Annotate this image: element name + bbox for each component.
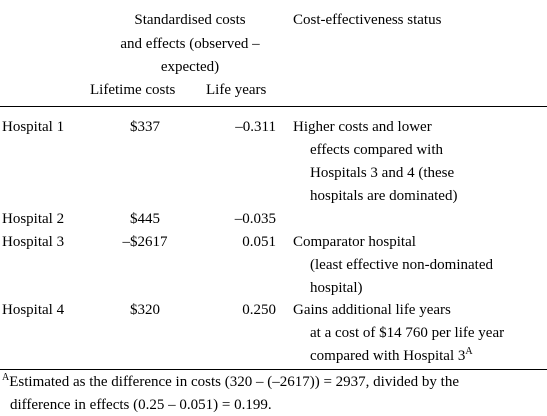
status-hospital-3-line3: hospital) bbox=[310, 280, 363, 296]
header-status: Cost-effectiveness status bbox=[293, 12, 442, 28]
header-lifetime-costs: Lifetime costs bbox=[90, 82, 176, 98]
row-label-hospital-1: Hospital 1 bbox=[2, 119, 65, 135]
status-hospital-4-line3-text: compared with Hospital 3 bbox=[310, 348, 466, 364]
status-hospital-1-line2: effects compared with bbox=[310, 142, 444, 158]
life-hospital-3: 0.051 bbox=[242, 234, 276, 250]
cost-hospital-1: $337 bbox=[130, 119, 160, 135]
footer-rule bbox=[0, 369, 547, 370]
cost-hospital-2: $445 bbox=[130, 211, 160, 227]
footnote-marker: A bbox=[2, 372, 10, 383]
life-hospital-2: –0.035 bbox=[234, 211, 276, 227]
row-label-hospital-3: Hospital 3 bbox=[2, 234, 65, 250]
footnote-line2: difference in effects (0.25 – 0.051) = 0… bbox=[10, 397, 272, 413]
cost-hospital-4: $320 bbox=[130, 302, 160, 318]
status-hospital-4-line1: Gains additional life years bbox=[293, 302, 451, 318]
header-rule bbox=[0, 106, 547, 107]
header-group-line2: and effects (observed – bbox=[120, 36, 260, 52]
footnote-ref-marker: A bbox=[465, 346, 473, 357]
footnote-line1-text: Estimated as the difference in costs (32… bbox=[9, 374, 459, 390]
status-hospital-1-line3: Hospitals 3 and 4 (these bbox=[310, 165, 455, 181]
header-life-years: Life years bbox=[206, 82, 267, 98]
footnote-line1: AEstimated as the difference in costs (3… bbox=[2, 373, 459, 391]
header-group-line3: expected) bbox=[160, 59, 220, 75]
status-hospital-1-line4: hospitals are dominated) bbox=[310, 188, 458, 204]
life-hospital-1: –0.311 bbox=[235, 119, 276, 135]
header-group-line1: Standardised costs bbox=[134, 12, 246, 28]
row-label-hospital-2: Hospital 2 bbox=[2, 211, 65, 227]
status-hospital-3-line2: (least effective non-dominated bbox=[310, 257, 493, 273]
cost-hospital-3: –$2617 bbox=[122, 234, 168, 250]
status-hospital-1-line1: Higher costs and lower bbox=[293, 119, 432, 135]
status-hospital-4-line2: at a cost of $14 760 per life year bbox=[310, 325, 505, 341]
row-label-hospital-4: Hospital 4 bbox=[2, 302, 65, 318]
life-hospital-4: 0.250 bbox=[242, 302, 276, 318]
status-hospital-3-line1: Comparator hospital bbox=[293, 234, 416, 250]
status-hospital-4-line3: compared with Hospital 3A bbox=[310, 347, 473, 365]
